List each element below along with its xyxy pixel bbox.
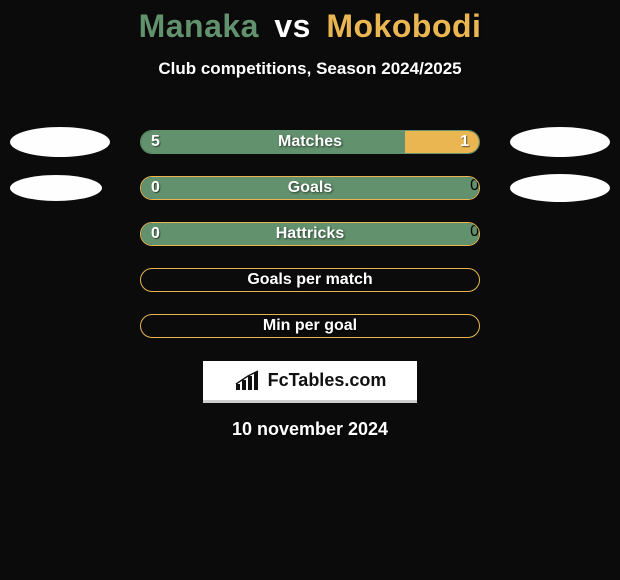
date-label: 10 november 2024 <box>0 419 620 440</box>
stat-seg-left: 0 <box>141 223 479 245</box>
vs-label: vs <box>274 8 311 44</box>
stat-row-hattricks: 0 Hattricks 0 <box>0 211 620 257</box>
stat-val-right: 0 <box>470 177 479 195</box>
stats-container: 5 1 Matches 0 Goals 0 0 Hattricks 0 <box>0 119 620 349</box>
page-title: Manaka vs Mokobodi <box>0 0 620 45</box>
stat-val-left: 5 <box>141 133 170 151</box>
comparison-infographic: Manaka vs Mokobodi Club competitions, Se… <box>0 0 620 580</box>
subtitle: Club competitions, Season 2024/2025 <box>0 59 620 79</box>
stat-val-left: 0 <box>141 225 170 243</box>
stat-val-right: 0 <box>470 223 479 241</box>
player2-name: Mokobodi <box>326 8 481 44</box>
brand-label: FcTables.com <box>268 370 387 391</box>
stat-bar: Min per goal <box>140 314 480 338</box>
stat-bar: Goals per match <box>140 268 480 292</box>
stat-label: Goals per match <box>141 269 479 291</box>
brand-box: FcTables.com <box>203 361 417 403</box>
stat-label: Min per goal <box>141 315 479 337</box>
player1-badge <box>10 127 110 157</box>
player1-badge <box>10 175 102 201</box>
stat-row-matches: 5 1 Matches <box>0 119 620 165</box>
stat-seg-left: 5 <box>141 131 405 153</box>
stat-seg-left: 0 <box>141 177 479 199</box>
stat-bar: 0 Hattricks 0 <box>140 222 480 246</box>
bars-icon <box>234 370 264 392</box>
stat-bar: 0 Goals 0 <box>140 176 480 200</box>
stat-row-mpg: Min per goal <box>0 303 620 349</box>
player1-name: Manaka <box>139 8 259 44</box>
stat-val-right: 1 <box>450 133 479 151</box>
stat-row-gpm: Goals per match <box>0 257 620 303</box>
stat-seg-right: 1 <box>405 131 479 153</box>
player2-badge <box>510 174 610 202</box>
stat-row-goals: 0 Goals 0 <box>0 165 620 211</box>
stat-val-left: 0 <box>141 179 170 197</box>
stat-bar: 5 1 Matches <box>140 130 480 154</box>
player2-badge <box>510 127 610 157</box>
